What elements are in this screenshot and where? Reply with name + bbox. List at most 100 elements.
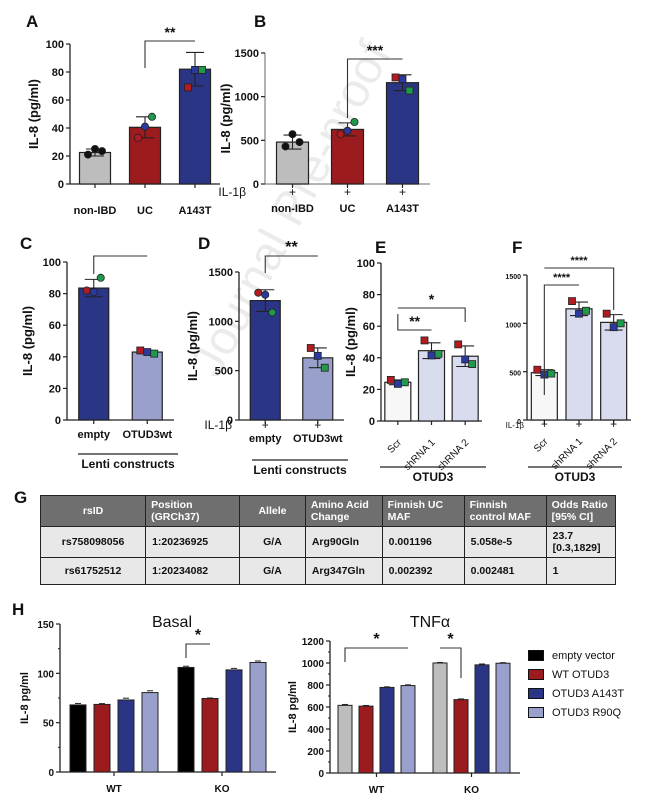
table-row: rs61752512 1:20234082 G/A Arg347Gln 0.00… bbox=[39, 557, 617, 585]
bar bbox=[249, 300, 281, 421]
data-point bbox=[398, 75, 407, 84]
bar bbox=[385, 82, 420, 185]
table-header-row: rsID Position (GRCh37) Allele Amino Acid… bbox=[39, 495, 617, 527]
y-tick-label: 0 bbox=[369, 416, 375, 428]
snp-table: rsID Position (GRCh37) Allele Amino Acid… bbox=[39, 495, 617, 585]
y-tick-label: 100 bbox=[43, 257, 61, 269]
data-point bbox=[89, 288, 98, 297]
significance-bracket bbox=[93, 255, 148, 274]
col-position: Position (GRCh37) bbox=[145, 495, 241, 527]
y-axis-label: IL-8 (pg/ml) bbox=[185, 311, 200, 381]
significance-bracket bbox=[440, 647, 462, 678]
legend-swatch bbox=[528, 688, 544, 699]
data-point bbox=[84, 150, 93, 159]
y-tick-label: 400 bbox=[307, 725, 324, 736]
legend-item: OTUD3 R90Q bbox=[528, 703, 624, 722]
y-axis-label: IL-8 (pg/ml) bbox=[26, 79, 41, 149]
treatment-mark: + bbox=[610, 417, 617, 431]
x-tick-label: KO bbox=[215, 784, 230, 795]
y-tick-label: 20 bbox=[49, 383, 61, 395]
data-point bbox=[184, 83, 192, 92]
cell: rs61752512 bbox=[39, 557, 147, 585]
col-odds-ratio: Odds Ratio [95% CI] bbox=[545, 495, 617, 527]
x-tick-label: shRNA 2 bbox=[436, 437, 472, 473]
y-tick-label: 1500 bbox=[505, 274, 521, 281]
bar bbox=[600, 321, 628, 421]
cell: G/A bbox=[239, 557, 306, 585]
x-tick-label: UC bbox=[340, 203, 356, 215]
col-uc-maf: Finnish UC MAF bbox=[381, 495, 465, 527]
data-point bbox=[268, 308, 277, 317]
x-tick-label: A143T bbox=[178, 205, 211, 217]
treatment-label: IL-1β bbox=[218, 185, 246, 199]
data-point bbox=[288, 130, 297, 139]
data-point bbox=[133, 133, 142, 142]
chart-title: TNFα bbox=[410, 614, 450, 631]
bar bbox=[78, 287, 110, 421]
legend-label: empty vector bbox=[552, 649, 615, 662]
significance-label: * bbox=[429, 291, 435, 307]
y-tick-label: 100 bbox=[46, 39, 64, 51]
treatment-mark: + bbox=[575, 417, 582, 431]
y-tick-label: 20 bbox=[52, 151, 64, 163]
y-axis-label: IL-8 (pg/ml) bbox=[343, 307, 358, 377]
x-tick-label: shRNA 1 bbox=[402, 437, 438, 473]
y-tick-label: 800 bbox=[307, 681, 324, 692]
y-tick-label: 100 bbox=[37, 669, 54, 680]
legend-item: WT OTUD3 bbox=[528, 665, 624, 684]
bar bbox=[249, 661, 267, 773]
x-tick-label: OTUD3wt bbox=[293, 433, 343, 445]
panel-label-b: B bbox=[254, 12, 267, 31]
data-point bbox=[198, 66, 206, 74]
y-tick-label: 0 bbox=[227, 415, 233, 427]
data-point bbox=[575, 309, 583, 318]
cell: rs758098056 bbox=[39, 526, 147, 558]
data-point bbox=[616, 319, 625, 328]
table-row: rs758098056 1:20236925 G/A Arg90Gln 0.00… bbox=[39, 526, 617, 558]
y-tick-label: 1500 bbox=[235, 48, 259, 60]
panel-label-g: G bbox=[14, 488, 28, 507]
significance-bracket bbox=[344, 647, 408, 662]
bar bbox=[225, 669, 243, 773]
data-point bbox=[82, 286, 91, 295]
data-point bbox=[420, 336, 429, 345]
legend-item: OTUD3 A143T bbox=[528, 684, 624, 703]
x-tick-label: non-IBD bbox=[271, 203, 314, 215]
y-tick-label: 1200 bbox=[302, 637, 325, 648]
data-point bbox=[320, 363, 329, 372]
significance-label: **** bbox=[553, 272, 571, 284]
significance-bracket bbox=[543, 284, 579, 395]
data-point bbox=[254, 288, 263, 297]
panel-label-a: A bbox=[26, 12, 39, 31]
bar bbox=[474, 664, 490, 774]
data-point bbox=[454, 340, 463, 349]
x-tick-label: OTUD3wt bbox=[123, 429, 173, 441]
y-tick-label: 500 bbox=[215, 366, 233, 378]
legend: empty vector WT OTUD3 OTUD3 A143T OTUD3 … bbox=[528, 646, 624, 722]
bar bbox=[78, 151, 112, 185]
treatment-mark: + bbox=[541, 417, 548, 431]
bar bbox=[432, 662, 448, 774]
group-label: Lenti constructs bbox=[81, 457, 175, 471]
col-amino-acid: Amino Acid Change bbox=[304, 495, 383, 527]
data-point bbox=[568, 297, 576, 306]
panel-label-f: F bbox=[512, 238, 523, 257]
y-tick-label: 500 bbox=[509, 371, 521, 378]
cell: Arg90Gln bbox=[304, 526, 383, 558]
bar bbox=[93, 703, 111, 773]
data-point bbox=[427, 351, 436, 360]
y-tick-label: 0 bbox=[318, 769, 324, 780]
data-point bbox=[147, 112, 156, 121]
y-tick-label: 50 bbox=[43, 719, 55, 730]
significance-bracket bbox=[144, 40, 195, 68]
y-tick-label: 0 bbox=[517, 419, 521, 426]
data-point bbox=[306, 344, 315, 352]
data-point bbox=[143, 348, 152, 356]
data-point bbox=[350, 117, 359, 126]
y-tick-label: 1000 bbox=[505, 322, 521, 329]
legend-swatch bbox=[528, 707, 544, 718]
y-tick-label: 200 bbox=[307, 747, 324, 758]
y-tick-label: 1000 bbox=[235, 92, 259, 104]
data-point bbox=[391, 73, 400, 82]
